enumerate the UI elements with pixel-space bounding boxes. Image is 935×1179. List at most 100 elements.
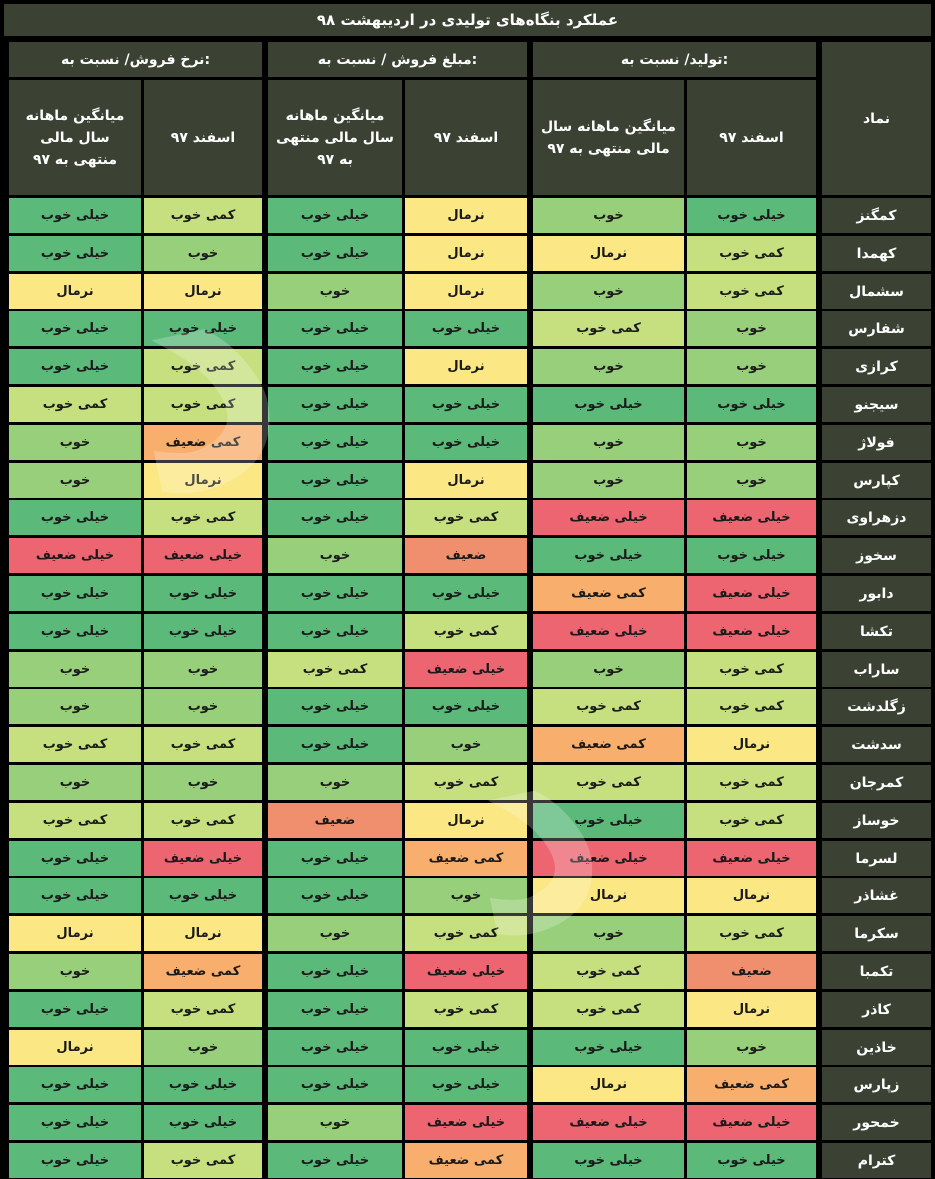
- cell-sales-amount-avg: خوب: [268, 538, 402, 573]
- cell-sales-rate-esfand: کمی خوب: [144, 727, 262, 762]
- cell-sales-rate-esfand: نرمال: [144, 463, 262, 498]
- cell-production-avg: کمی خوب: [533, 311, 684, 346]
- cell-sales-amount-esfand: خیلی خوب: [405, 1030, 527, 1065]
- cell-sales-amount-esfand: خوب: [405, 727, 527, 762]
- row-symbol: سیجنو: [822, 387, 931, 422]
- cell-sales-amount-avg: خیلی خوب: [268, 954, 402, 989]
- cell-sales-amount-avg: خیلی خوب: [268, 236, 402, 271]
- cell-sales-rate-esfand: خیلی خوب: [144, 576, 262, 611]
- cell-sales-rate-avg: خیلی خوب: [9, 198, 141, 233]
- cell-production-esfand: خیلی خوب: [687, 538, 816, 573]
- cell-production-avg: خوب: [533, 916, 684, 951]
- cell-production-esfand: کمی خوب: [687, 765, 816, 800]
- cell-sales-amount-avg: خیلی خوب: [268, 500, 402, 535]
- cell-sales-rate-esfand: کمی خوب: [144, 992, 262, 1027]
- cell-sales-rate-avg: خیلی خوب: [9, 992, 141, 1027]
- cell-production-esfand: نرمال: [687, 878, 816, 913]
- cell-sales-rate-esfand: خیلی خوب: [144, 614, 262, 649]
- cell-sales-amount-esfand: کمی خوب: [405, 916, 527, 951]
- cell-production-esfand: خیلی خوب: [687, 1143, 816, 1178]
- cell-sales-rate-esfand: خوب: [144, 765, 262, 800]
- cell-sales-amount-esfand: خیلی خوب: [405, 387, 527, 422]
- cell-sales-amount-esfand: نرمال: [405, 198, 527, 233]
- cell-sales-rate-avg: خیلی خوب: [9, 1067, 141, 1102]
- cell-sales-rate-esfand: کمی خوب: [144, 198, 262, 233]
- cell-sales-amount-esfand: نرمال: [405, 803, 527, 838]
- row-symbol: دزهراوی: [822, 500, 931, 535]
- cell-sales-rate-avg: کمی خوب: [9, 727, 141, 762]
- cell-sales-rate-avg: خیلی خوب: [9, 614, 141, 649]
- cell-sales-rate-avg: خوب: [9, 954, 141, 989]
- cell-sales-rate-avg: خیلی خوب: [9, 349, 141, 384]
- row-symbol: تکشا: [822, 614, 931, 649]
- cell-production-esfand: کمی خوب: [687, 689, 816, 724]
- subheader-production-avg: میانگین ماهانه سال مالی منتهی به ۹۷: [533, 80, 684, 195]
- cell-sales-rate-avg: خیلی خوب: [9, 1143, 141, 1178]
- cell-sales-rate-avg: خیلی ضعیف: [9, 538, 141, 573]
- cell-production-esfand: خوب: [687, 311, 816, 346]
- cell-production-avg: کمی خوب: [533, 765, 684, 800]
- cell-production-avg: خیلی ضعیف: [533, 500, 684, 535]
- cell-sales-amount-avg: خیلی خوب: [268, 1143, 402, 1178]
- cell-sales-rate-esfand: خوب: [144, 1030, 262, 1065]
- cell-sales-rate-avg: خیلی خوب: [9, 311, 141, 346]
- cell-sales-amount-esfand: کمی ضعیف: [405, 1143, 527, 1178]
- subheader-production-esfand: اسفند ۹۷: [687, 80, 816, 195]
- cell-sales-amount-avg: خوب: [268, 274, 402, 309]
- cell-sales-amount-avg: خیلی خوب: [268, 878, 402, 913]
- row-symbol: تکمبا: [822, 954, 931, 989]
- row-symbol: کپارس: [822, 463, 931, 498]
- cell-sales-rate-esfand: خیلی خوب: [144, 1105, 262, 1140]
- cell-sales-amount-avg: خوب: [268, 916, 402, 951]
- row-symbol: خمحور: [822, 1105, 931, 1140]
- subheader-sales-rate-esfand: اسفند ۹۷: [144, 80, 262, 195]
- cell-production-avg: کمی خوب: [533, 992, 684, 1027]
- subheader-sales-amount-avg: میانگین ماهانه سال مالی منتهی به ۹۷: [268, 80, 402, 195]
- cell-sales-rate-avg: خوب: [9, 689, 141, 724]
- cell-sales-amount-avg: خوب: [268, 1105, 402, 1140]
- cell-production-esfand: خیلی ضعیف: [687, 614, 816, 649]
- cell-production-avg: کمی خوب: [533, 689, 684, 724]
- cell-sales-amount-avg: خوب: [268, 765, 402, 800]
- row-symbol: غشاذر: [822, 878, 931, 913]
- table-title: عملکرد بنگاه‌های تولیدی در اردیبهشت ۹۸: [4, 4, 931, 36]
- cell-production-avg: خیلی خوب: [533, 387, 684, 422]
- cell-sales-rate-avg: خیلی خوب: [9, 878, 141, 913]
- cell-sales-amount-esfand: خیلی ضعیف: [405, 954, 527, 989]
- cell-sales-amount-avg: ضعیف: [268, 803, 402, 838]
- cell-sales-rate-esfand: کمی خوب: [144, 387, 262, 422]
- cell-sales-amount-avg: خیلی خوب: [268, 349, 402, 384]
- cell-sales-rate-esfand: خیلی خوب: [144, 1067, 262, 1102]
- cell-sales-rate-avg: خوب: [9, 463, 141, 498]
- row-symbol: شفارس: [822, 311, 931, 346]
- cell-production-avg: نرمال: [533, 236, 684, 271]
- cell-production-avg: خیلی خوب: [533, 1143, 684, 1178]
- cell-sales-amount-avg: خیلی خوب: [268, 1067, 402, 1102]
- cell-sales-rate-avg: خیلی خوب: [9, 236, 141, 271]
- cell-production-esfand: کمی خوب: [687, 236, 816, 271]
- cell-production-esfand: خیلی خوب: [687, 387, 816, 422]
- cell-sales-amount-esfand: نرمال: [405, 236, 527, 271]
- cell-sales-amount-avg: خیلی خوب: [268, 387, 402, 422]
- row-symbol: کمرجان: [822, 765, 931, 800]
- cell-sales-amount-esfand: کمی ضعیف: [405, 841, 527, 876]
- cell-sales-rate-esfand: کمی خوب: [144, 1143, 262, 1178]
- cell-production-avg: خوب: [533, 274, 684, 309]
- cell-production-avg: نرمال: [533, 878, 684, 913]
- cell-sales-rate-avg: نرمال: [9, 274, 141, 309]
- cell-production-esfand: خوب: [687, 349, 816, 384]
- row-symbol: سدشت: [822, 727, 931, 762]
- cell-sales-rate-esfand: کمی خوب: [144, 500, 262, 535]
- cell-sales-rate-avg: خوب: [9, 652, 141, 687]
- cell-production-esfand: کمی خوب: [687, 652, 816, 687]
- cell-sales-rate-esfand: خیلی خوب: [144, 311, 262, 346]
- row-symbol: خوساز: [822, 803, 931, 838]
- cell-sales-rate-avg: خیلی خوب: [9, 841, 141, 876]
- cell-production-avg: خیلی خوب: [533, 538, 684, 573]
- row-symbol: فولاژ: [822, 425, 931, 460]
- row-symbol: زپارس: [822, 1067, 931, 1102]
- row-symbol: سشمال: [822, 274, 931, 309]
- cell-sales-amount-esfand: خیلی خوب: [405, 576, 527, 611]
- cell-sales-rate-avg: خوب: [9, 765, 141, 800]
- cell-sales-rate-esfand: خوب: [144, 689, 262, 724]
